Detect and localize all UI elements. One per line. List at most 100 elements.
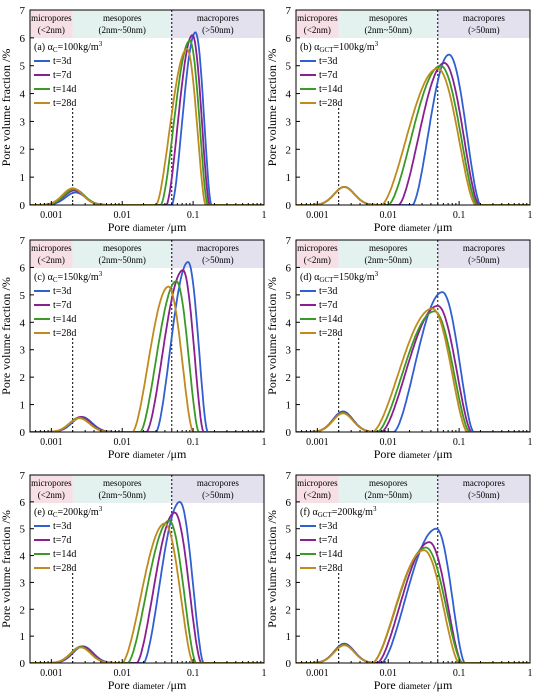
x-axis-label: Pore diameter /μm: [108, 678, 187, 692]
y-tick-label: 0: [20, 427, 26, 439]
y-tick-label: 0: [286, 427, 292, 439]
mesopore-label: mesopores: [103, 243, 142, 253]
x-axis-label-main: Pore: [108, 678, 133, 692]
y-axis-label: Pore volume fraction /%: [265, 49, 279, 167]
legend-label: t=14d: [53, 314, 76, 325]
legend-label: t=14d: [319, 549, 342, 560]
series-line-t-3d: [30, 31, 264, 205]
y-tick-label: 6: [286, 497, 292, 509]
mesopore-range-label: (2nm~50nm): [99, 25, 146, 35]
mesopore-range-label: (2nm~50nm): [99, 255, 146, 265]
x-tick-label: 1: [262, 437, 267, 448]
y-axis-label: Pore volume fraction /%: [0, 510, 13, 628]
y-tick-label: 3: [20, 116, 26, 128]
legend-label: t=28d: [319, 328, 342, 339]
panel-title-part: GCT: [318, 511, 333, 519]
chart-panel-d: micropores (<2nm) mesopores (2nm~50nm) macro…: [265, 235, 533, 461]
panel-title-part: (e) α: [34, 507, 54, 518]
macropore-label: macropores: [463, 478, 505, 488]
panel-title-part: =200kg/m: [58, 507, 99, 518]
x-tick-label: 0.001: [40, 668, 63, 679]
mesopore-range-label: (2nm~50nm): [365, 255, 412, 265]
mesopore-band: [72, 10, 172, 38]
x-tick-label: 0.001: [40, 210, 63, 221]
panel-title-part: 3: [373, 505, 377, 513]
x-tick-label: 0.01: [113, 437, 131, 448]
micropore-band: [296, 240, 339, 268]
mesopore-label: mesopores: [369, 478, 408, 488]
series-group: [30, 500, 264, 663]
micropore-range-label: (<2nm): [38, 255, 65, 265]
x-tick-label: 0.1: [187, 210, 200, 221]
y-tick-label: 3: [20, 345, 26, 357]
micropore-range-label: (<2nm): [38, 490, 65, 500]
x-axis-label-main: Pore: [374, 220, 399, 234]
macropore-label: macropores: [197, 478, 239, 488]
macropore-range-label: (>50nm): [468, 25, 500, 35]
plot-frame: [295, 9, 531, 206]
panel-title: (a) αC=100kg/m3: [34, 40, 103, 54]
legend-label: t=14d: [319, 84, 342, 95]
x-axis-label-word: diameter: [133, 223, 164, 233]
y-tick-label: 1: [286, 631, 292, 643]
panel-title-part: =150kg/m: [58, 272, 99, 283]
x-axis-label: Pore diameter /μm: [374, 678, 453, 692]
chart-panel-c: micropores (<2nm) mesopores (2nm~50nm) macro…: [0, 235, 267, 461]
y-tick-label: 2: [286, 604, 292, 616]
y-tick-label: 4: [286, 89, 292, 101]
panel-title-part: (b) α: [300, 42, 320, 53]
x-tick-label: 1: [262, 668, 267, 679]
legend-label: t=28d: [319, 563, 342, 574]
y-tick-label: 3: [286, 577, 292, 589]
x-axis-label-main: Pore: [108, 220, 133, 234]
mesopore-band: [338, 475, 438, 503]
legend-label: t=3d: [319, 521, 337, 532]
x-tick-label: 0.01: [113, 668, 131, 679]
x-axis-label-unit: /μm: [164, 447, 187, 461]
micropore-band: [30, 240, 73, 268]
macropore-band: [437, 10, 530, 38]
micropore-range-label: (<2nm): [304, 25, 331, 35]
chart-panel-f: micropores (<2nm) mesopores (2nm~50nm) macro…: [265, 470, 533, 692]
panel-title-part: GCT: [319, 276, 334, 284]
panel-title-part: 3: [375, 270, 379, 278]
macropore-range-label: (>50nm): [202, 255, 234, 265]
legend-label: t=14d: [53, 84, 76, 95]
x-tick-label: 0.1: [453, 210, 466, 221]
x-axis-label-main: Pore: [374, 447, 399, 461]
y-tick-label: 3: [286, 345, 292, 357]
panel-title-part: 3: [375, 40, 379, 48]
y-tick-label: 5: [20, 61, 26, 73]
legend-label: t=7d: [53, 535, 71, 546]
x-tick-label: 1: [528, 437, 533, 448]
x-tick-label: 1: [262, 210, 267, 221]
mesopore-range-label: (2nm~50nm): [365, 490, 412, 500]
y-tick-label: 1: [286, 172, 292, 184]
mesopore-label: mesopores: [369, 243, 408, 253]
y-tick-label: 6: [286, 262, 292, 274]
series-group: [30, 31, 264, 205]
plot-frame: [29, 474, 265, 664]
y-tick-label: 7: [20, 235, 26, 247]
series-group: [296, 291, 530, 432]
y-tick-label: 5: [20, 524, 26, 536]
x-axis-label-unit: /μm: [430, 220, 453, 234]
micropore-band: [30, 475, 73, 503]
macropore-band: [171, 475, 264, 503]
legend-label: t=7d: [53, 300, 71, 311]
x-tick-label: 0.001: [306, 668, 329, 679]
micropore-label: micropores: [31, 478, 72, 488]
legend-label: t=3d: [319, 286, 337, 297]
micropore-band: [296, 475, 339, 503]
plot-frame: [295, 239, 531, 433]
macropore-band: [437, 475, 530, 503]
micropore-band: [296, 10, 339, 38]
macropore-label: macropores: [197, 243, 239, 253]
mesopore-range-label: (2nm~50nm): [99, 490, 146, 500]
y-tick-label: 5: [20, 290, 26, 302]
micropore-label: micropores: [31, 13, 72, 23]
mesopore-band: [72, 475, 172, 503]
y-tick-label: 1: [20, 172, 26, 184]
y-tick-label: 1: [286, 400, 292, 412]
